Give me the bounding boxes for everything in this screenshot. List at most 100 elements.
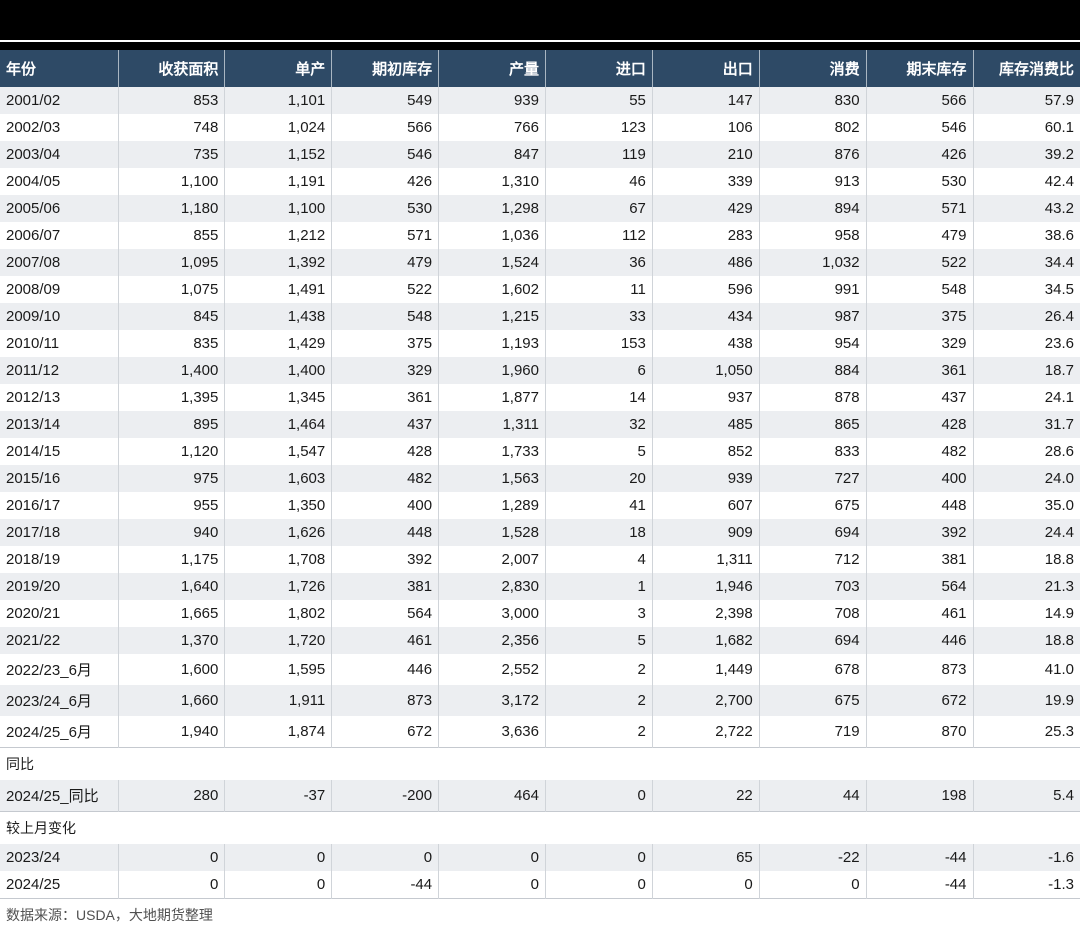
table-row-17-cell-8: 381 — [866, 546, 973, 573]
table-row-12-cell-4: 1,311 — [439, 411, 546, 438]
table-row-13: 2014/151,1201,5474281,733585283348228.6 — [0, 438, 1080, 465]
table-row-17-cell-1: 1,175 — [118, 546, 225, 573]
table-row-20-cell-8: 446 — [866, 627, 973, 654]
table-row-6-cell-7: 1,032 — [759, 249, 866, 276]
table-row-11-cell-5: 14 — [546, 384, 653, 411]
table-row-6-cell-3: 479 — [332, 249, 439, 276]
table-row-8: 2009/108451,4385481,2153343498737526.4 — [0, 303, 1080, 330]
table-row-22-cell-5: 2 — [546, 685, 653, 716]
source-text: 数据来源：USDA，大地期货整理 — [0, 899, 1080, 931]
table-row-18-cell-2: 1,726 — [225, 573, 332, 600]
table-row-17-cell-2: 1,708 — [225, 546, 332, 573]
col-header-3: 期初库存 — [332, 50, 439, 87]
table-row-20-cell-2: 1,720 — [225, 627, 332, 654]
table-row-18-cell-4: 2,830 — [439, 573, 546, 600]
table-row-16: 2017/189401,6264481,5281890969439224.4 — [0, 519, 1080, 546]
table-row-9-cell-0: 2010/11 — [0, 330, 118, 357]
table-row-19-cell-9: 14.9 — [973, 600, 1080, 627]
table-row-20-cell-6: 1,682 — [652, 627, 759, 654]
table-row-3-cell-8: 530 — [866, 168, 973, 195]
table-row-15-cell-9: 35.0 — [973, 492, 1080, 519]
table-row-15-cell-7: 675 — [759, 492, 866, 519]
table-row-5-cell-2: 1,212 — [225, 222, 332, 249]
table-row-20-cell-9: 18.8 — [973, 627, 1080, 654]
table-row-13-cell-6: 852 — [652, 438, 759, 465]
table-row-10-cell-6: 1,050 — [652, 357, 759, 384]
table-row-23-cell-4: 3,636 — [439, 716, 546, 748]
table-row-6-cell-1: 1,095 — [118, 249, 225, 276]
table-row-21: 2022/23_6月1,6001,5954462,55221,449678873… — [0, 654, 1080, 685]
table-row-0-cell-2: 1,101 — [225, 87, 332, 114]
table-row-8-cell-3: 548 — [332, 303, 439, 330]
table-row-15-cell-4: 1,289 — [439, 492, 546, 519]
table-row-16-cell-8: 392 — [866, 519, 973, 546]
table-row-7-cell-5: 11 — [546, 276, 653, 303]
mom-row-1-cell-2: 0 — [225, 871, 332, 899]
table-row-9-cell-1: 835 — [118, 330, 225, 357]
table-row-22-cell-7: 675 — [759, 685, 866, 716]
table-row-12-cell-6: 485 — [652, 411, 759, 438]
table-row-6-cell-9: 34.4 — [973, 249, 1080, 276]
table-row-18-cell-8: 564 — [866, 573, 973, 600]
table-row-19-cell-5: 3 — [546, 600, 653, 627]
table-row-0: 2001/028531,1015499395514783056657.9 — [0, 87, 1080, 114]
table-row-1-cell-3: 566 — [332, 114, 439, 141]
table-row-9-cell-8: 329 — [866, 330, 973, 357]
table-row-18-cell-7: 703 — [759, 573, 866, 600]
yoy-row-cell-7: 44 — [759, 780, 866, 812]
table-row-9-cell-9: 23.6 — [973, 330, 1080, 357]
table-row-6: 2007/081,0951,3924791,524364861,03252234… — [0, 249, 1080, 276]
table-row-9: 2010/118351,4293751,19315343895432923.6 — [0, 330, 1080, 357]
table-row-0-cell-5: 55 — [546, 87, 653, 114]
table-row-22-cell-4: 3,172 — [439, 685, 546, 716]
table-row-11-cell-6: 937 — [652, 384, 759, 411]
table-row-2-cell-8: 426 — [866, 141, 973, 168]
yoy-row-cell-5: 0 — [546, 780, 653, 812]
table-row-14-cell-8: 400 — [866, 465, 973, 492]
table-row-18-cell-6: 1,946 — [652, 573, 759, 600]
table-row-22-cell-1: 1,660 — [118, 685, 225, 716]
table-row-23-cell-9: 25.3 — [973, 716, 1080, 748]
table-row-8-cell-7: 987 — [759, 303, 866, 330]
table-row-10-cell-9: 18.7 — [973, 357, 1080, 384]
table-row-4-cell-9: 43.2 — [973, 195, 1080, 222]
table-row-12: 2013/148951,4644371,3113248586542831.7 — [0, 411, 1080, 438]
table-row-14-cell-0: 2015/16 — [0, 465, 118, 492]
table-row-7-cell-6: 596 — [652, 276, 759, 303]
table-row-7-cell-4: 1,602 — [439, 276, 546, 303]
table-row-0-cell-3: 549 — [332, 87, 439, 114]
mom-row-1-cell-4: 0 — [439, 871, 546, 899]
table-row-2-cell-9: 39.2 — [973, 141, 1080, 168]
table-row-13-cell-7: 833 — [759, 438, 866, 465]
mom-row-1: 2024/2500-440000-44-1.3 — [0, 871, 1080, 899]
table-row-9-cell-7: 954 — [759, 330, 866, 357]
col-header-0: 年份 — [0, 50, 118, 87]
table-row-2-cell-5: 119 — [546, 141, 653, 168]
table-row-19-cell-3: 564 — [332, 600, 439, 627]
table-row-1-cell-8: 546 — [866, 114, 973, 141]
yoy-row: 2024/25_同比280-37-200464022441985.4 — [0, 780, 1080, 812]
table-row-16-cell-2: 1,626 — [225, 519, 332, 546]
table-row-9-cell-5: 153 — [546, 330, 653, 357]
data-table: 年份收获面积单产期初库存产量进口出口消费期末库存库存消费比 2001/02853… — [0, 50, 1080, 931]
table-row-17: 2018/191,1751,7083922,00741,31171238118.… — [0, 546, 1080, 573]
table-row-10-cell-7: 884 — [759, 357, 866, 384]
table-row-20-cell-3: 461 — [332, 627, 439, 654]
table-row-6-cell-8: 522 — [866, 249, 973, 276]
table-row-3-cell-3: 426 — [332, 168, 439, 195]
table-row-9-cell-6: 438 — [652, 330, 759, 357]
mom-row-0-cell-4: 0 — [439, 844, 546, 871]
table-row-0-cell-7: 830 — [759, 87, 866, 114]
table-row-19-cell-1: 1,665 — [118, 600, 225, 627]
table-row-5-cell-4: 1,036 — [439, 222, 546, 249]
table-row-13-cell-4: 1,733 — [439, 438, 546, 465]
mom-row-1-cell-9: -1.3 — [973, 871, 1080, 899]
table-row-15-cell-1: 955 — [118, 492, 225, 519]
table-row-7-cell-0: 2008/09 — [0, 276, 118, 303]
table-row-16-cell-0: 2017/18 — [0, 519, 118, 546]
table-row-7-cell-9: 34.5 — [973, 276, 1080, 303]
table-row-14-cell-9: 24.0 — [973, 465, 1080, 492]
table-row-15-cell-2: 1,350 — [225, 492, 332, 519]
table-row-0-cell-9: 57.9 — [973, 87, 1080, 114]
table-row-5-cell-9: 38.6 — [973, 222, 1080, 249]
